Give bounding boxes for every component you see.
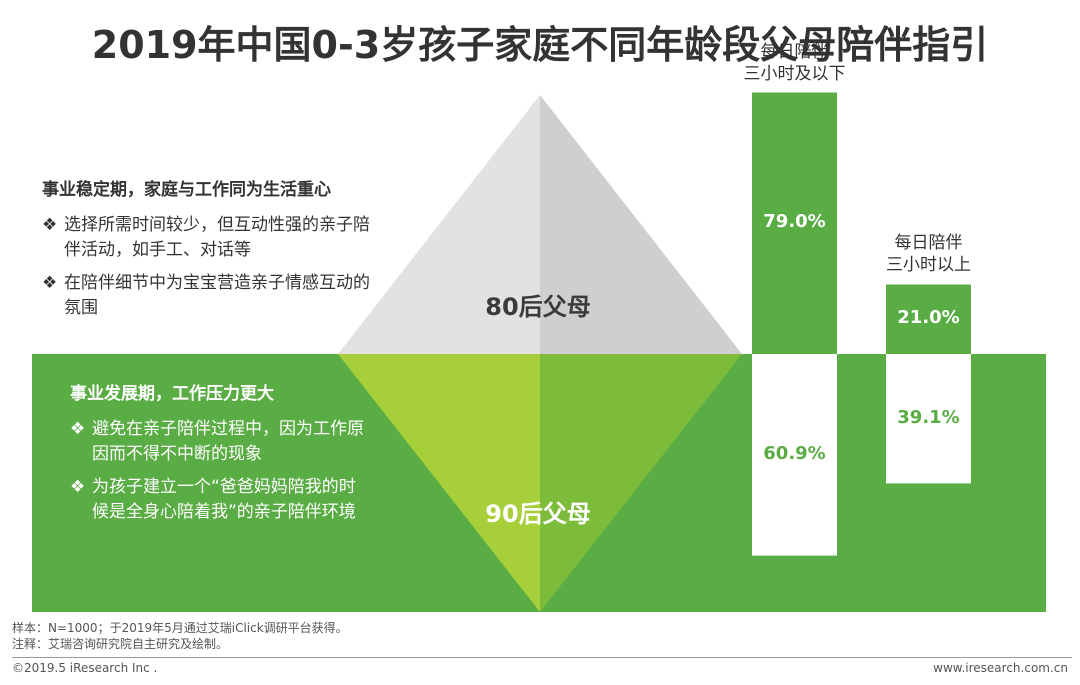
value-label-gen80-2: 21.0% — [897, 307, 960, 329]
gen80-label: 80后父母 — [485, 293, 591, 321]
gen90-label: 90后父母 — [485, 500, 591, 528]
bar-title-2: 每日陪伴 三小时以上 — [856, 232, 1001, 276]
inverted-right-face — [540, 354, 742, 612]
bar-title-line: 每日陪伴 — [760, 41, 829, 62]
bullet-diamond-icon: ❖ — [42, 215, 58, 235]
gen90-item-text: 为孩子建立一个“爸爸妈妈陪我的时候是全身心陪着我”的亲子陪伴环境 — [92, 477, 356, 522]
value-label-gen90-2: 39.1% — [897, 406, 960, 428]
gen80-text-block: 事业稳定期，家庭与工作同为生活重心 ❖ 选择所需时间较少，但互动性强的亲子陪伴活… — [42, 178, 382, 329]
bar-title-line: 三小时以上 — [886, 255, 971, 276]
bar-gen90-2 — [886, 354, 971, 484]
footnote-note: 注释：艾瑞咨询研究院自主研究及绘制。 — [12, 637, 229, 651]
gen80-heading: 事业稳定期，家庭与工作同为生活重心 — [42, 180, 331, 200]
bullet-diamond-icon: ❖ — [70, 477, 86, 497]
gen90-item-text: 避免在亲子陪伴过程中，因为工作原因而不得不中断的现象 — [92, 419, 364, 464]
value-label-gen90-1: 60.9% — [763, 442, 826, 464]
bar-gen80-1 — [752, 92, 837, 354]
gen80-item: ❖ 在陪伴细节中为宝宝营造亲子情感互动的氛围 — [42, 271, 382, 321]
bar-title-line: 每日陪伴 — [894, 233, 963, 254]
bullet-diamond-icon: ❖ — [42, 273, 58, 293]
value-label-gen80-1: 79.0% — [763, 211, 826, 233]
pyramid-left-face — [338, 95, 540, 354]
gen80-item: ❖ 选择所需时间较少，但互动性强的亲子陪伴活动，如手工、对话等 — [42, 213, 382, 263]
inverted-left-face — [338, 354, 540, 612]
gen80-item-text: 选择所需时间较少，但互动性强的亲子陪伴活动，如手工、对话等 — [64, 215, 370, 260]
copyright: ©2019.5 iResearch Inc . — [12, 661, 158, 675]
bar-gen80-2 — [886, 284, 971, 354]
pyramid-right-face — [540, 95, 742, 354]
bar-title-1: 每日陪伴 三小时及以下 — [722, 41, 867, 85]
bar-gen90-1 — [752, 354, 837, 556]
bar-title-line: 三小时及以下 — [743, 63, 846, 84]
gen90-text-block: 事业发展期，工作压力更大 ❖ 避免在亲子陪伴过程中，因为工作原因而不得不中断的现… — [70, 382, 370, 533]
footnote-sample: 样本：N=1000；于2019年5月通过艾瑞iClick调研平台获得。 — [12, 621, 348, 635]
site-url: www.iresearch.com.cn — [933, 661, 1068, 675]
bullet-diamond-icon: ❖ — [70, 419, 86, 439]
bars-group — [752, 92, 971, 556]
footer-divider — [12, 657, 1072, 658]
gen80-item-text: 在陪伴细节中为宝宝营造亲子情感互动的氛围 — [64, 273, 370, 318]
gen90-item: ❖ 避免在亲子陪伴过程中，因为工作原因而不得不中断的现象 — [70, 417, 370, 467]
gen90-item: ❖ 为孩子建立一个“爸爸妈妈陪我的时候是全身心陪着我”的亲子陪伴环境 — [70, 475, 370, 525]
page-title: 2019年中国0-3岁孩子家庭不同年龄段父母陪伴指引 — [91, 23, 989, 67]
gen90-heading: 事业发展期，工作压力更大 — [70, 384, 274, 404]
